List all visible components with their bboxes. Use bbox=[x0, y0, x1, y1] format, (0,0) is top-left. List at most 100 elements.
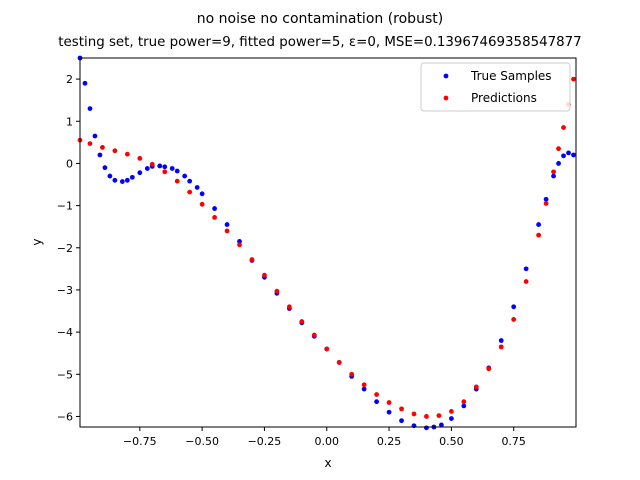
true-samples-point-19 bbox=[187, 178, 193, 184]
y-tick-label-5: −1 bbox=[57, 200, 73, 213]
predictions-point-25 bbox=[386, 400, 392, 405]
legend-label-true-samples: True Samples bbox=[470, 69, 552, 83]
data-points bbox=[77, 55, 576, 431]
x-tick-label-3: 0.00 bbox=[315, 435, 340, 448]
true-samples-point-47 bbox=[511, 304, 517, 310]
predictions-point-38 bbox=[543, 201, 549, 206]
true-samples-point-17 bbox=[174, 168, 180, 174]
predictions-point-15 bbox=[262, 272, 267, 278]
predictions-point-19 bbox=[311, 332, 317, 338]
predictions-point-41 bbox=[561, 125, 566, 130]
predictions-point-24 bbox=[374, 392, 379, 397]
x-axis-label: x bbox=[324, 456, 331, 470]
legend-marker-predictions bbox=[443, 95, 449, 101]
true-samples-point-34 bbox=[361, 386, 367, 392]
predictions-point-18 bbox=[299, 319, 305, 324]
predictions-point-32 bbox=[473, 384, 479, 390]
true-samples-point-53 bbox=[561, 153, 566, 159]
predictions-point-1 bbox=[87, 141, 93, 147]
predictions-point-30 bbox=[448, 409, 454, 414]
true-samples-point-16 bbox=[169, 166, 175, 171]
true-samples-point-50 bbox=[543, 196, 549, 202]
true-samples-point-12 bbox=[144, 166, 150, 171]
true-samples-point-35 bbox=[374, 399, 379, 405]
predictions-point-13 bbox=[237, 242, 242, 248]
true-samples-point-18 bbox=[182, 173, 188, 179]
plot-area bbox=[77, 55, 577, 431]
legend: True Samples Predictions bbox=[420, 62, 571, 112]
predictions-point-26 bbox=[399, 406, 404, 412]
chart-subtitle: testing set, true power=9, fitted power=… bbox=[58, 35, 581, 50]
y-tick-label-7: 1 bbox=[66, 115, 73, 128]
predictions-point-37 bbox=[536, 232, 542, 238]
predictions-point-8 bbox=[174, 178, 180, 184]
true-samples-point-15 bbox=[162, 164, 168, 170]
true-samples-point-5 bbox=[102, 165, 108, 171]
x-tick-label-4: 0.25 bbox=[377, 435, 402, 448]
true-samples-point-6 bbox=[107, 173, 113, 179]
y-tick-label-6: 0 bbox=[66, 157, 73, 170]
predictions-point-34 bbox=[498, 344, 504, 350]
x-tick-label-0: −0.75 bbox=[123, 435, 157, 448]
predictions-point-4 bbox=[124, 151, 130, 157]
true-samples-point-43 bbox=[461, 403, 467, 409]
predictions-point-28 bbox=[424, 414, 429, 419]
x-axis: −0.75 −0.50 −0.25 0.00 0.25 0.50 0.75 bbox=[123, 427, 526, 448]
legend-box bbox=[420, 62, 571, 112]
true-samples-point-41 bbox=[439, 422, 444, 428]
true-samples-point-14 bbox=[157, 163, 163, 169]
predictions-point-29 bbox=[436, 413, 442, 419]
predictions-point-5 bbox=[137, 155, 143, 161]
chart-title: no noise no contamination (robust) bbox=[197, 11, 443, 27]
x-tick-label-5: 0.50 bbox=[439, 435, 464, 448]
y-tick-label-2: −4 bbox=[57, 326, 73, 339]
y-axis: −6 −5 −4 −3 −2 −1 0 1 2 bbox=[57, 73, 80, 423]
true-samples-point-52 bbox=[556, 161, 561, 166]
true-samples-point-23 bbox=[224, 222, 230, 227]
y-tick-label-0: −6 bbox=[57, 410, 73, 423]
true-samples-point-10 bbox=[129, 174, 135, 180]
true-samples-point-21 bbox=[199, 191, 205, 197]
predictions-point-35 bbox=[511, 317, 517, 322]
predictions-point-2 bbox=[100, 145, 105, 150]
true-samples-point-9 bbox=[124, 177, 130, 183]
predictions-point-33 bbox=[486, 366, 492, 372]
predictions-point-36 bbox=[523, 279, 529, 284]
true-samples-point-7 bbox=[112, 177, 118, 183]
true-samples-point-42 bbox=[448, 416, 454, 421]
true-samples-point-22 bbox=[212, 206, 217, 211]
true-samples-point-1 bbox=[82, 80, 88, 86]
true-samples-point-39 bbox=[424, 425, 429, 431]
predictions-point-20 bbox=[324, 346, 330, 352]
true-samples-point-11 bbox=[137, 170, 143, 176]
predictions-point-22 bbox=[349, 371, 355, 377]
true-samples-point-3 bbox=[92, 133, 98, 139]
predictions-point-10 bbox=[199, 201, 205, 207]
predictions-point-11 bbox=[212, 215, 217, 220]
predictions-point-27 bbox=[411, 411, 417, 417]
predictions-point-12 bbox=[224, 228, 230, 234]
predictions-point-21 bbox=[336, 360, 342, 365]
true-samples-point-2 bbox=[87, 106, 93, 112]
true-samples-point-4 bbox=[97, 152, 103, 158]
y-tick-label-8: 2 bbox=[66, 73, 73, 86]
predictions-point-39 bbox=[551, 169, 556, 175]
legend-label-predictions: Predictions bbox=[471, 91, 537, 105]
x-tick-label-1: −0.50 bbox=[185, 435, 219, 448]
true-samples-point-37 bbox=[399, 418, 404, 424]
true-samples-point-46 bbox=[498, 338, 504, 343]
predictions-point-9 bbox=[187, 189, 193, 195]
y-tick-label-3: −3 bbox=[57, 284, 73, 297]
predictions-point-7 bbox=[162, 169, 168, 175]
true-samples-point-48 bbox=[523, 266, 529, 272]
true-samples-point-55 bbox=[571, 152, 576, 158]
true-samples-point-24 bbox=[237, 239, 242, 244]
x-tick-label-6: 0.75 bbox=[501, 435, 526, 448]
true-samples-point-51 bbox=[551, 173, 556, 179]
true-samples-point-54 bbox=[566, 150, 571, 156]
predictions-point-14 bbox=[249, 257, 255, 262]
y-axis-label: y bbox=[30, 238, 44, 245]
predictions-point-31 bbox=[461, 399, 467, 405]
predictions-point-6 bbox=[149, 161, 155, 167]
